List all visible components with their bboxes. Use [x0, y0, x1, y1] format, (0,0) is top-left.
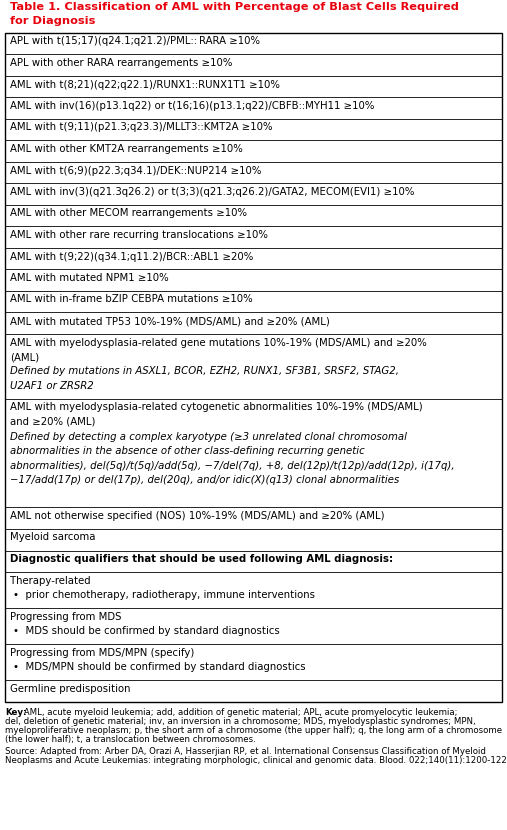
Text: myeloproliferative neoplasm; p, the short arm of a chromosome (the upper half); : myeloproliferative neoplasm; p, the shor…: [5, 725, 502, 735]
Text: Key:: Key:: [5, 707, 26, 716]
Text: −17/add(17p) or del(17p), del(20q), and/or idic(X)(q13) clonal abnormalities: −17/add(17p) or del(17p), del(20q), and/…: [10, 475, 399, 485]
Text: AML with mutated NPM1 ≥10%: AML with mutated NPM1 ≥10%: [10, 273, 169, 283]
Text: AML with mutated TP53 10%-19% (MDS/AML) and ≥20% (AML): AML with mutated TP53 10%-19% (MDS/AML) …: [10, 316, 330, 326]
Text: •  prior chemotherapy, radiotherapy, immune interventions: • prior chemotherapy, radiotherapy, immu…: [13, 590, 315, 600]
Text: AML with t(8;21)(q22;q22.1)/RUNX1::RUNX1T1 ≥10%: AML with t(8;21)(q22;q22.1)/RUNX1::RUNX1…: [10, 80, 280, 90]
Text: U2AF1 or ZRSR2: U2AF1 or ZRSR2: [10, 381, 94, 391]
Text: AML not otherwise specified (NOS) 10%-19% (MDS/AML) and ≥20% (AML): AML not otherwise specified (NOS) 10%-19…: [10, 511, 385, 521]
Text: APL with other RARA rearrangements ≥10%: APL with other RARA rearrangements ≥10%: [10, 58, 232, 68]
Text: AML with other MECOM rearrangements ≥10%: AML with other MECOM rearrangements ≥10%: [10, 208, 247, 218]
Text: Therapy-related: Therapy-related: [10, 575, 91, 585]
Text: Progressing from MDS/MPN (specify): Progressing from MDS/MPN (specify): [10, 647, 194, 657]
Text: APL with t(15;17)(q24.1;q21.2)/PML:: RARA ≥10%: APL with t(15;17)(q24.1;q21.2)/PML:: RAR…: [10, 37, 260, 46]
Text: Neoplasms and Acute Leukemias: integrating morphologic, clinical and genomic dat: Neoplasms and Acute Leukemias: integrati…: [5, 755, 507, 764]
Text: Diagnostic qualifiers that should be used following AML diagnosis:: Diagnostic qualifiers that should be use…: [10, 554, 393, 564]
Text: and ≥20% (AML): and ≥20% (AML): [10, 417, 95, 427]
Text: AML with myelodysplasia-related gene mutations 10%-19% (MDS/AML) and ≥20%: AML with myelodysplasia-related gene mut…: [10, 338, 427, 348]
Text: abnormalities in the absence of other class-defining recurring genetic: abnormalities in the absence of other cl…: [10, 446, 365, 456]
Bar: [5, 33, 502, 701]
Text: Myeloid sarcoma: Myeloid sarcoma: [10, 533, 95, 543]
Text: •  MDS should be confirmed by standard diagnostics: • MDS should be confirmed by standard di…: [13, 626, 280, 636]
Text: Germline predisposition: Germline predisposition: [10, 683, 130, 694]
Text: Progressing from MDS: Progressing from MDS: [10, 612, 122, 622]
Text: Source: Adapted from: Arber DA, Orazi A, Hasserjian RP, et al. International Con: Source: Adapted from: Arber DA, Orazi A,…: [5, 746, 486, 755]
Text: AML with t(6;9)(p22.3;q34.1)/DEK::NUP214 ≥10%: AML with t(6;9)(p22.3;q34.1)/DEK::NUP214…: [10, 165, 262, 175]
Text: (the lower half); t, a translocation between chromosomes.: (the lower half); t, a translocation bet…: [5, 735, 256, 744]
Text: Defined by detecting a complex karyotype (≥3 unrelated clonal chromosomal: Defined by detecting a complex karyotype…: [10, 432, 407, 442]
Text: AML with myelodysplasia-related cytogenetic abnormalities 10%-19% (MDS/AML): AML with myelodysplasia-related cytogene…: [10, 403, 423, 413]
Text: AML with t(9;22)(q34.1;q11.2)/BCR::ABL1 ≥20%: AML with t(9;22)(q34.1;q11.2)/BCR::ABL1 …: [10, 251, 254, 261]
Text: for Diagnosis: for Diagnosis: [10, 17, 95, 27]
Text: AML, acute myeloid leukemia; add, addition of genetic material; APL, acute promy: AML, acute myeloid leukemia; add, additi…: [21, 707, 457, 716]
Text: abnormalities), del(5q)/t(5q)/add(5q), −7/del(7q), +8, del(12p)/t(12p)/add(12p),: abnormalities), del(5q)/t(5q)/add(5q), −…: [10, 461, 455, 471]
Text: AML with other KMT2A rearrangements ≥10%: AML with other KMT2A rearrangements ≥10%: [10, 144, 243, 154]
Text: AML with inv(16)(p13.1q22) or t(16;16)(p13.1;q22)/CBFB::MYH11 ≥10%: AML with inv(16)(p13.1q22) or t(16;16)(p…: [10, 101, 374, 111]
Text: Defined by mutations in ASXL1, BCOR, EZH2, RUNX1, SF3B1, SRSF2, STAG2,: Defined by mutations in ASXL1, BCOR, EZH…: [10, 367, 399, 377]
Text: del, deletion of genetic material; inv, an inversion in a chromosome; MDS, myelo: del, deletion of genetic material; inv, …: [5, 716, 476, 725]
Text: Table 1. Classification of AML with Percentage of Blast Cells Required: Table 1. Classification of AML with Perc…: [10, 2, 459, 12]
Text: AML with in-frame bZIP CEBPA mutations ≥10%: AML with in-frame bZIP CEBPA mutations ≥…: [10, 295, 252, 305]
Text: AML with inv(3)(q21.3q26.2) or t(3;3)(q21.3;q26.2)/GATA2, MECOM(EVI1) ≥10%: AML with inv(3)(q21.3q26.2) or t(3;3)(q2…: [10, 187, 414, 197]
Text: (AML): (AML): [10, 352, 39, 362]
Text: AML with other rare recurring translocations ≥10%: AML with other rare recurring translocat…: [10, 230, 268, 240]
Text: •  MDS/MPN should be confirmed by standard diagnostics: • MDS/MPN should be confirmed by standar…: [13, 662, 306, 672]
Text: AML with t(9;11)(p21.3;q23.3)/MLLT3::KMT2A ≥10%: AML with t(9;11)(p21.3;q23.3)/MLLT3::KMT…: [10, 123, 272, 133]
